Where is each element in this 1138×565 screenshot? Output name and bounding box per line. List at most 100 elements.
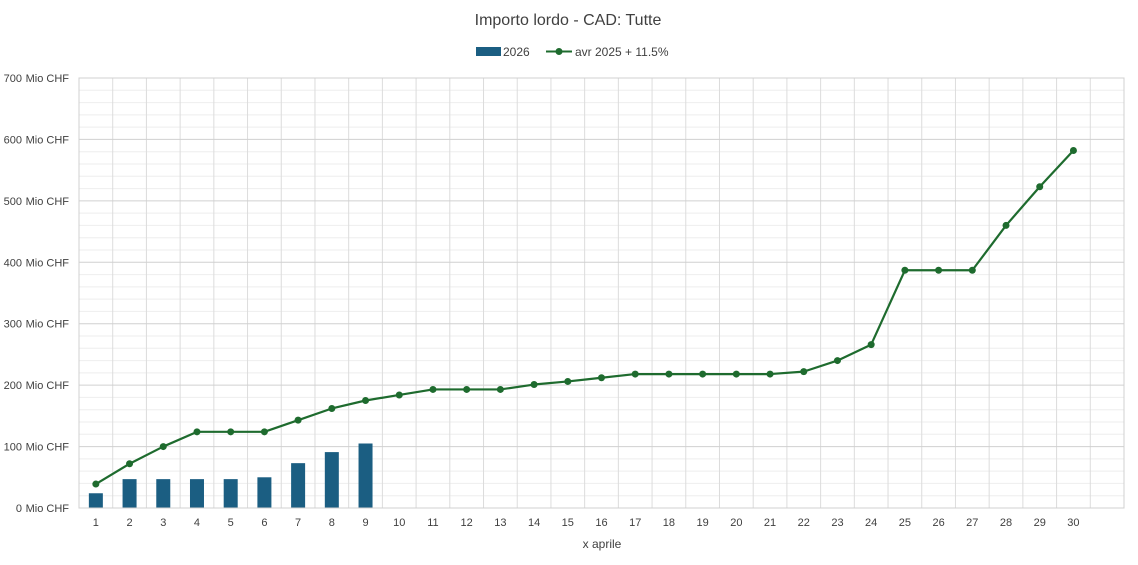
y-tick-label: 500 [4, 196, 22, 208]
line-point [1036, 183, 1044, 191]
line-point [463, 385, 471, 393]
x-tick-label: 16 [595, 517, 607, 529]
bar [156, 479, 171, 508]
line-point [564, 377, 572, 385]
line-point [395, 391, 403, 399]
x-tick-label: 17 [629, 517, 641, 529]
line-point [598, 374, 605, 382]
line-point [631, 370, 639, 378]
x-axis-title: x aprile [583, 537, 622, 551]
series-line [95, 149, 1075, 485]
x-tick-label: 18 [663, 517, 675, 529]
y-tick-label: 100 [4, 442, 22, 454]
x-tick-label: 27 [966, 517, 978, 529]
x-tick-label: 15 [562, 517, 574, 529]
x-tick-label: 2 [127, 517, 133, 529]
legend-label-line: avr 2025 + 11.5% [575, 45, 669, 59]
x-tick-label: 20 [730, 517, 742, 529]
x-tick-label: 4 [194, 517, 200, 529]
line-point [429, 385, 437, 393]
y-tick-unit: Mio CHF [26, 257, 70, 269]
line-point [699, 370, 707, 378]
x-tick-label: 11 [427, 517, 438, 529]
x-tick-label: 19 [697, 517, 709, 529]
bar [122, 479, 137, 508]
y-tick-unit: Mio CHF [26, 319, 70, 331]
minor-gridlines [79, 89, 1124, 497]
x-tick-label: 30 [1067, 517, 1079, 529]
y-tick-unit: Mio CHF [26, 380, 70, 392]
legend-marker-line [555, 48, 563, 55]
bar-series-2026 [88, 443, 373, 508]
legend-swatch-2026 [476, 47, 501, 56]
y-tick-unit: Mio CHF [26, 73, 70, 85]
line-point [227, 428, 235, 436]
legend-label-2026: 2026 [503, 45, 530, 59]
y-tick-unit: Mio CHF [26, 196, 70, 208]
x-tick-label: 12 [461, 517, 473, 529]
x-tick-label: 29 [1034, 517, 1046, 529]
plot-border [78, 77, 1125, 509]
line-point [800, 368, 808, 376]
bar [324, 452, 339, 508]
line-point [766, 370, 774, 378]
y-tick-unit: Mio CHF [26, 442, 70, 454]
x-tick-label: 9 [362, 517, 368, 529]
line-point [193, 428, 201, 436]
line-point [496, 385, 504, 393]
x-tick-label: 13 [494, 517, 506, 529]
line-point [867, 341, 875, 349]
x-tick-label: 5 [228, 517, 234, 529]
plot-frame [78, 77, 1125, 509]
x-tick-label: 25 [899, 517, 911, 529]
bar [257, 477, 272, 508]
line-series-avr-2025 [92, 146, 1077, 488]
y-axis-ticks: 0 Mio CHF 100 Mio CHF 200 Mio CHF 300 Mio CHF 40… [4, 73, 70, 515]
line-point [833, 357, 841, 365]
y-tick-label: 0 [16, 503, 22, 515]
bar [189, 479, 204, 508]
y-tick-label: 300 [4, 319, 22, 331]
line-point [159, 443, 167, 451]
x-tick-label: 1 [93, 517, 99, 529]
line-point [901, 266, 909, 274]
line-point [126, 460, 134, 468]
bar [88, 493, 103, 508]
line-point [665, 370, 673, 378]
x-tick-label: 21 [764, 517, 776, 529]
bar [358, 443, 373, 508]
line-point [1069, 146, 1077, 154]
y-tick-unit: Mio CHF [26, 503, 70, 515]
y-tick-unit: Mio CHF [26, 134, 70, 146]
y-tick-label: 400 [4, 257, 22, 269]
x-tick-label: 8 [329, 517, 335, 529]
line-point [968, 266, 976, 274]
x-tick-label: 22 [798, 517, 810, 529]
x-tick-label: 14 [528, 517, 540, 529]
x-tick-label: 7 [295, 517, 301, 529]
x-tick-label: 3 [160, 517, 166, 529]
x-tick-label: 26 [932, 517, 944, 529]
x-tick-label: 23 [831, 517, 843, 529]
x-axis-ticks: 1 2 3 4 5 6 7 8 9 10 11 12 13 14 15 16 17 18 19 20 21 22 23 24 2… [93, 517, 1080, 529]
line-point [530, 381, 538, 389]
line-point [328, 404, 336, 412]
bar [291, 463, 306, 508]
y-tick-label: 200 [4, 380, 22, 392]
legend: 2026 avr 2025 + 11.5% [476, 45, 669, 59]
x-tick-label: 28 [1000, 517, 1012, 529]
line-point [294, 416, 302, 424]
line-point [732, 370, 740, 378]
line-point [1002, 221, 1010, 229]
x-tick-label: 6 [261, 517, 267, 529]
x-tick-label: 10 [393, 517, 405, 529]
y-tick-label: 600 [4, 134, 22, 146]
line-point [260, 428, 268, 436]
line-point [92, 480, 100, 488]
major-gridlines [78, 77, 1125, 509]
chart-title: Importo lordo - CAD: Tutte [475, 12, 662, 29]
bar [223, 479, 238, 508]
line-point [935, 266, 943, 274]
y-tick-label: 700 [4, 73, 22, 85]
